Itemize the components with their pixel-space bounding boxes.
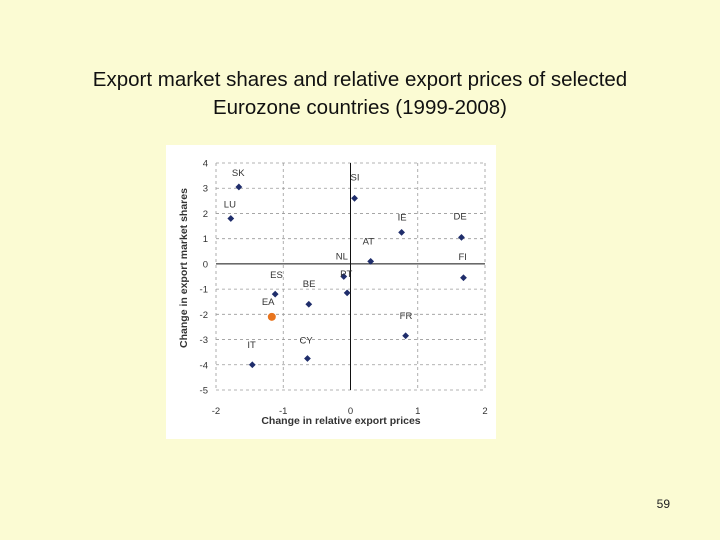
x-tick-label: 2 xyxy=(482,406,487,417)
point-label-si: SI xyxy=(351,172,360,183)
y-tick-label: -2 xyxy=(200,310,208,321)
y-tick-label: 2 xyxy=(203,209,208,220)
y-tick-label: 0 xyxy=(203,259,208,270)
point-label-be: BE xyxy=(303,279,316,290)
y-tick-label: -3 xyxy=(200,335,208,346)
point-label-at: AT xyxy=(363,236,375,247)
point-labels: SK LU SI IE DE AT NL FI PT ES BE EA FR CY IT xyxy=(224,168,467,351)
data-point-es xyxy=(271,290,279,298)
data-point-pt xyxy=(343,289,351,297)
data-point-at xyxy=(367,257,375,265)
point-label-nl: NL xyxy=(336,252,348,263)
data-point-si xyxy=(351,194,358,202)
data-point-fr xyxy=(402,332,410,340)
y-tick-label: 3 xyxy=(203,184,208,195)
y-tick-label: -1 xyxy=(200,285,208,296)
slide-title-line-1: Export market shares and relative export… xyxy=(92,68,628,91)
data-point-nl xyxy=(340,273,348,280)
y-tick-label: -4 xyxy=(200,360,208,371)
data-point-be xyxy=(305,300,313,308)
data-point-lu xyxy=(227,215,235,222)
data-point-it xyxy=(248,361,256,369)
y-axis-label: Change in export market shares xyxy=(178,188,190,348)
page-number: 59 xyxy=(656,497,670,511)
scatter-plot-svg: -2 -1 0 1 2 4 3 2 1 0 -1 -2 -3 -4 -5 SK LU SI IE DE AT NL FI P… xyxy=(178,159,488,428)
data-point-de xyxy=(458,234,465,241)
point-label-ea: EA xyxy=(262,297,275,308)
data-point-ea xyxy=(267,312,276,321)
point-label-it: IT xyxy=(247,340,256,351)
x-axis-label: Change in relative export prices xyxy=(261,415,420,427)
slide-title-line-2: Eurozone countries (1999-2008) xyxy=(212,96,508,119)
point-label-fr: FR xyxy=(400,311,413,322)
data-point-fi xyxy=(460,274,467,282)
y-tick-label: 1 xyxy=(203,234,208,245)
point-label-fi: FI xyxy=(458,252,466,263)
point-label-pt: PT xyxy=(340,269,352,280)
data-point-ie xyxy=(398,228,406,236)
slide-title: Export market shares and relative export… xyxy=(30,66,690,122)
data-point-sk xyxy=(235,183,243,191)
tick-labels: -2 -1 0 1 2 4 3 2 1 0 -1 -2 -3 -4 -5 xyxy=(200,159,488,418)
point-label-lu: LU xyxy=(224,199,236,210)
point-label-cy: CY xyxy=(299,335,313,346)
scatter-chart: -2 -1 0 1 2 4 3 2 1 0 -1 -2 -3 -4 -5 SK LU SI IE DE AT NL FI P… xyxy=(166,145,496,439)
y-tick-label: 4 xyxy=(203,159,208,170)
point-label-es: ES xyxy=(270,270,283,281)
x-tick-label: 0 xyxy=(348,406,353,417)
x-tick-label: -1 xyxy=(279,406,287,417)
y-tick-label: -5 xyxy=(200,386,208,397)
axes xyxy=(216,163,485,390)
data-point-cy xyxy=(304,355,311,362)
x-tick-label: -2 xyxy=(212,406,220,417)
point-label-de: DE xyxy=(453,211,466,222)
point-label-ie: IE xyxy=(398,212,407,223)
point-label-sk: SK xyxy=(232,168,245,179)
x-tick-label: 1 xyxy=(415,406,420,417)
data-points xyxy=(227,183,467,369)
